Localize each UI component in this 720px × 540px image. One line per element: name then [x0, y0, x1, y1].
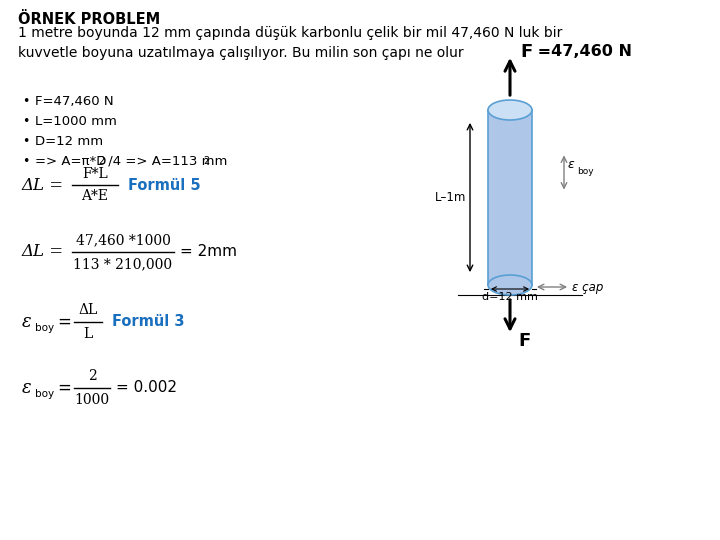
Text: ÖRNEK PROBLEM: ÖRNEK PROBLEM — [18, 12, 161, 27]
Text: D=12 mm: D=12 mm — [35, 135, 103, 148]
Text: /4 => A=113 mm: /4 => A=113 mm — [104, 155, 228, 168]
Text: ε: ε — [568, 158, 575, 171]
Text: = 0.002: = 0.002 — [116, 381, 177, 395]
Ellipse shape — [488, 100, 532, 120]
Text: L–1m: L–1m — [435, 191, 466, 204]
Text: 113 * 210,000: 113 * 210,000 — [73, 257, 173, 271]
Text: •: • — [22, 155, 30, 168]
Text: =47,460 N: =47,460 N — [532, 44, 632, 59]
Text: F=47,460 N: F=47,460 N — [35, 95, 114, 108]
Text: F: F — [520, 43, 532, 61]
Text: ΔL =: ΔL = — [22, 244, 64, 260]
Text: A*E: A*E — [81, 189, 109, 203]
Text: = 2mm: = 2mm — [180, 245, 237, 260]
Text: ΔL =: ΔL = — [22, 177, 64, 193]
Text: F: F — [518, 332, 530, 350]
Text: boy: boy — [35, 323, 54, 333]
Text: d=12 mm: d=12 mm — [482, 292, 538, 302]
Text: •: • — [22, 115, 30, 128]
Text: 2: 2 — [98, 156, 104, 166]
Ellipse shape — [488, 275, 532, 295]
Text: 2: 2 — [88, 369, 96, 383]
Text: F*L: F*L — [82, 167, 108, 181]
Text: L=1000 mm: L=1000 mm — [35, 115, 117, 128]
Text: =: = — [57, 313, 71, 331]
Text: 1 metre boyunda 12 mm çapında düşük karbonlu çelik bir mil 47,460 N luk bir
kuvv: 1 metre boyunda 12 mm çapında düşük karb… — [18, 26, 562, 60]
Text: ε: ε — [22, 313, 32, 331]
Text: boy: boy — [35, 389, 54, 399]
Text: 2: 2 — [203, 156, 210, 166]
Text: Formül 5: Formül 5 — [128, 178, 201, 192]
Text: •: • — [22, 95, 30, 108]
Text: =: = — [57, 379, 71, 397]
Text: L: L — [84, 327, 93, 341]
Text: 47,460 *1000: 47,460 *1000 — [76, 233, 171, 247]
Polygon shape — [488, 110, 532, 285]
Text: ε çap: ε çap — [572, 280, 603, 294]
Text: 1000: 1000 — [74, 393, 109, 407]
Text: boy: boy — [577, 167, 593, 176]
Text: •: • — [22, 135, 30, 148]
Text: Formül 3: Formül 3 — [112, 314, 184, 329]
Text: ε: ε — [22, 379, 32, 397]
Text: ΔL: ΔL — [78, 303, 98, 317]
Text: => A=π*D: => A=π*D — [35, 155, 107, 168]
